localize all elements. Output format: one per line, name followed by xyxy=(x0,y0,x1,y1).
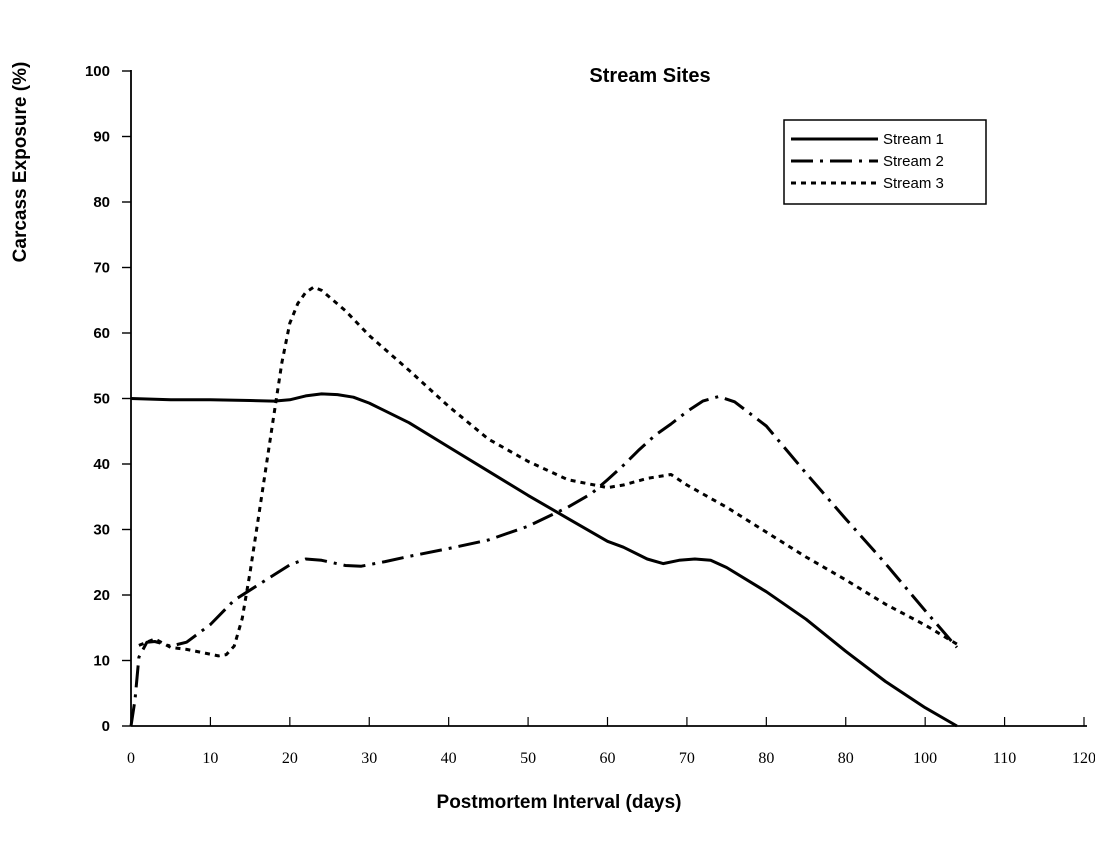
y-tick-label: 30 xyxy=(93,522,110,539)
series-line-3 xyxy=(138,285,958,658)
y-tick-label: 40 xyxy=(93,456,110,473)
x-tick-label: 110 xyxy=(993,750,1016,767)
x-tick-label: 40 xyxy=(441,750,457,767)
y-axis-title: Carcass Exposure (%) xyxy=(10,62,31,263)
x-tick-label: 70 xyxy=(679,750,695,767)
x-tick-label: 80 xyxy=(838,750,854,767)
chart-title: Stream Sites xyxy=(589,65,710,87)
x-ticks: 0 10 20 30 40 50 60 70 80 80 100 110 120 xyxy=(127,717,1095,767)
legend-box xyxy=(783,119,987,205)
y-tick-label: 80 xyxy=(93,194,110,211)
x-tick-label: 50 xyxy=(520,750,536,767)
x-tick-label: 80 xyxy=(758,750,774,767)
y-tick-label: 100 xyxy=(85,63,110,80)
y-tick-label: 20 xyxy=(93,587,110,604)
y-tick-label: 60 xyxy=(93,325,110,342)
y-ticks: 0 10 20 30 40 50 60 70 80 90 100 xyxy=(85,63,131,735)
x-tick-label: 0 xyxy=(127,750,135,767)
x-tick-label: 60 xyxy=(600,750,616,767)
y-tick-label: 70 xyxy=(93,260,110,277)
y-tick-label: 90 xyxy=(93,129,110,146)
legend-label: Stream 1 xyxy=(883,131,944,148)
x-tick-label: 120 xyxy=(1072,750,1095,767)
x-tick-label: 20 xyxy=(282,750,298,767)
y-tick-label: 0 xyxy=(102,718,110,735)
y-tick-label: 10 xyxy=(93,653,110,670)
x-tick-label: 100 xyxy=(913,750,937,767)
series-line-1 xyxy=(130,392,958,728)
y-tick-label: 50 xyxy=(93,391,110,408)
x-axis-title: Postmortem Interval (days) xyxy=(437,792,682,813)
x-tick-label: 30 xyxy=(361,750,377,767)
legend: Stream 1 Stream 2 Stream 3 xyxy=(783,119,987,205)
x-tick-label: 10 xyxy=(202,750,218,767)
legend-label: Stream 3 xyxy=(883,175,944,192)
legend-label: Stream 2 xyxy=(883,153,944,170)
series-line-2 xyxy=(129,395,959,727)
series-lines xyxy=(129,285,959,728)
